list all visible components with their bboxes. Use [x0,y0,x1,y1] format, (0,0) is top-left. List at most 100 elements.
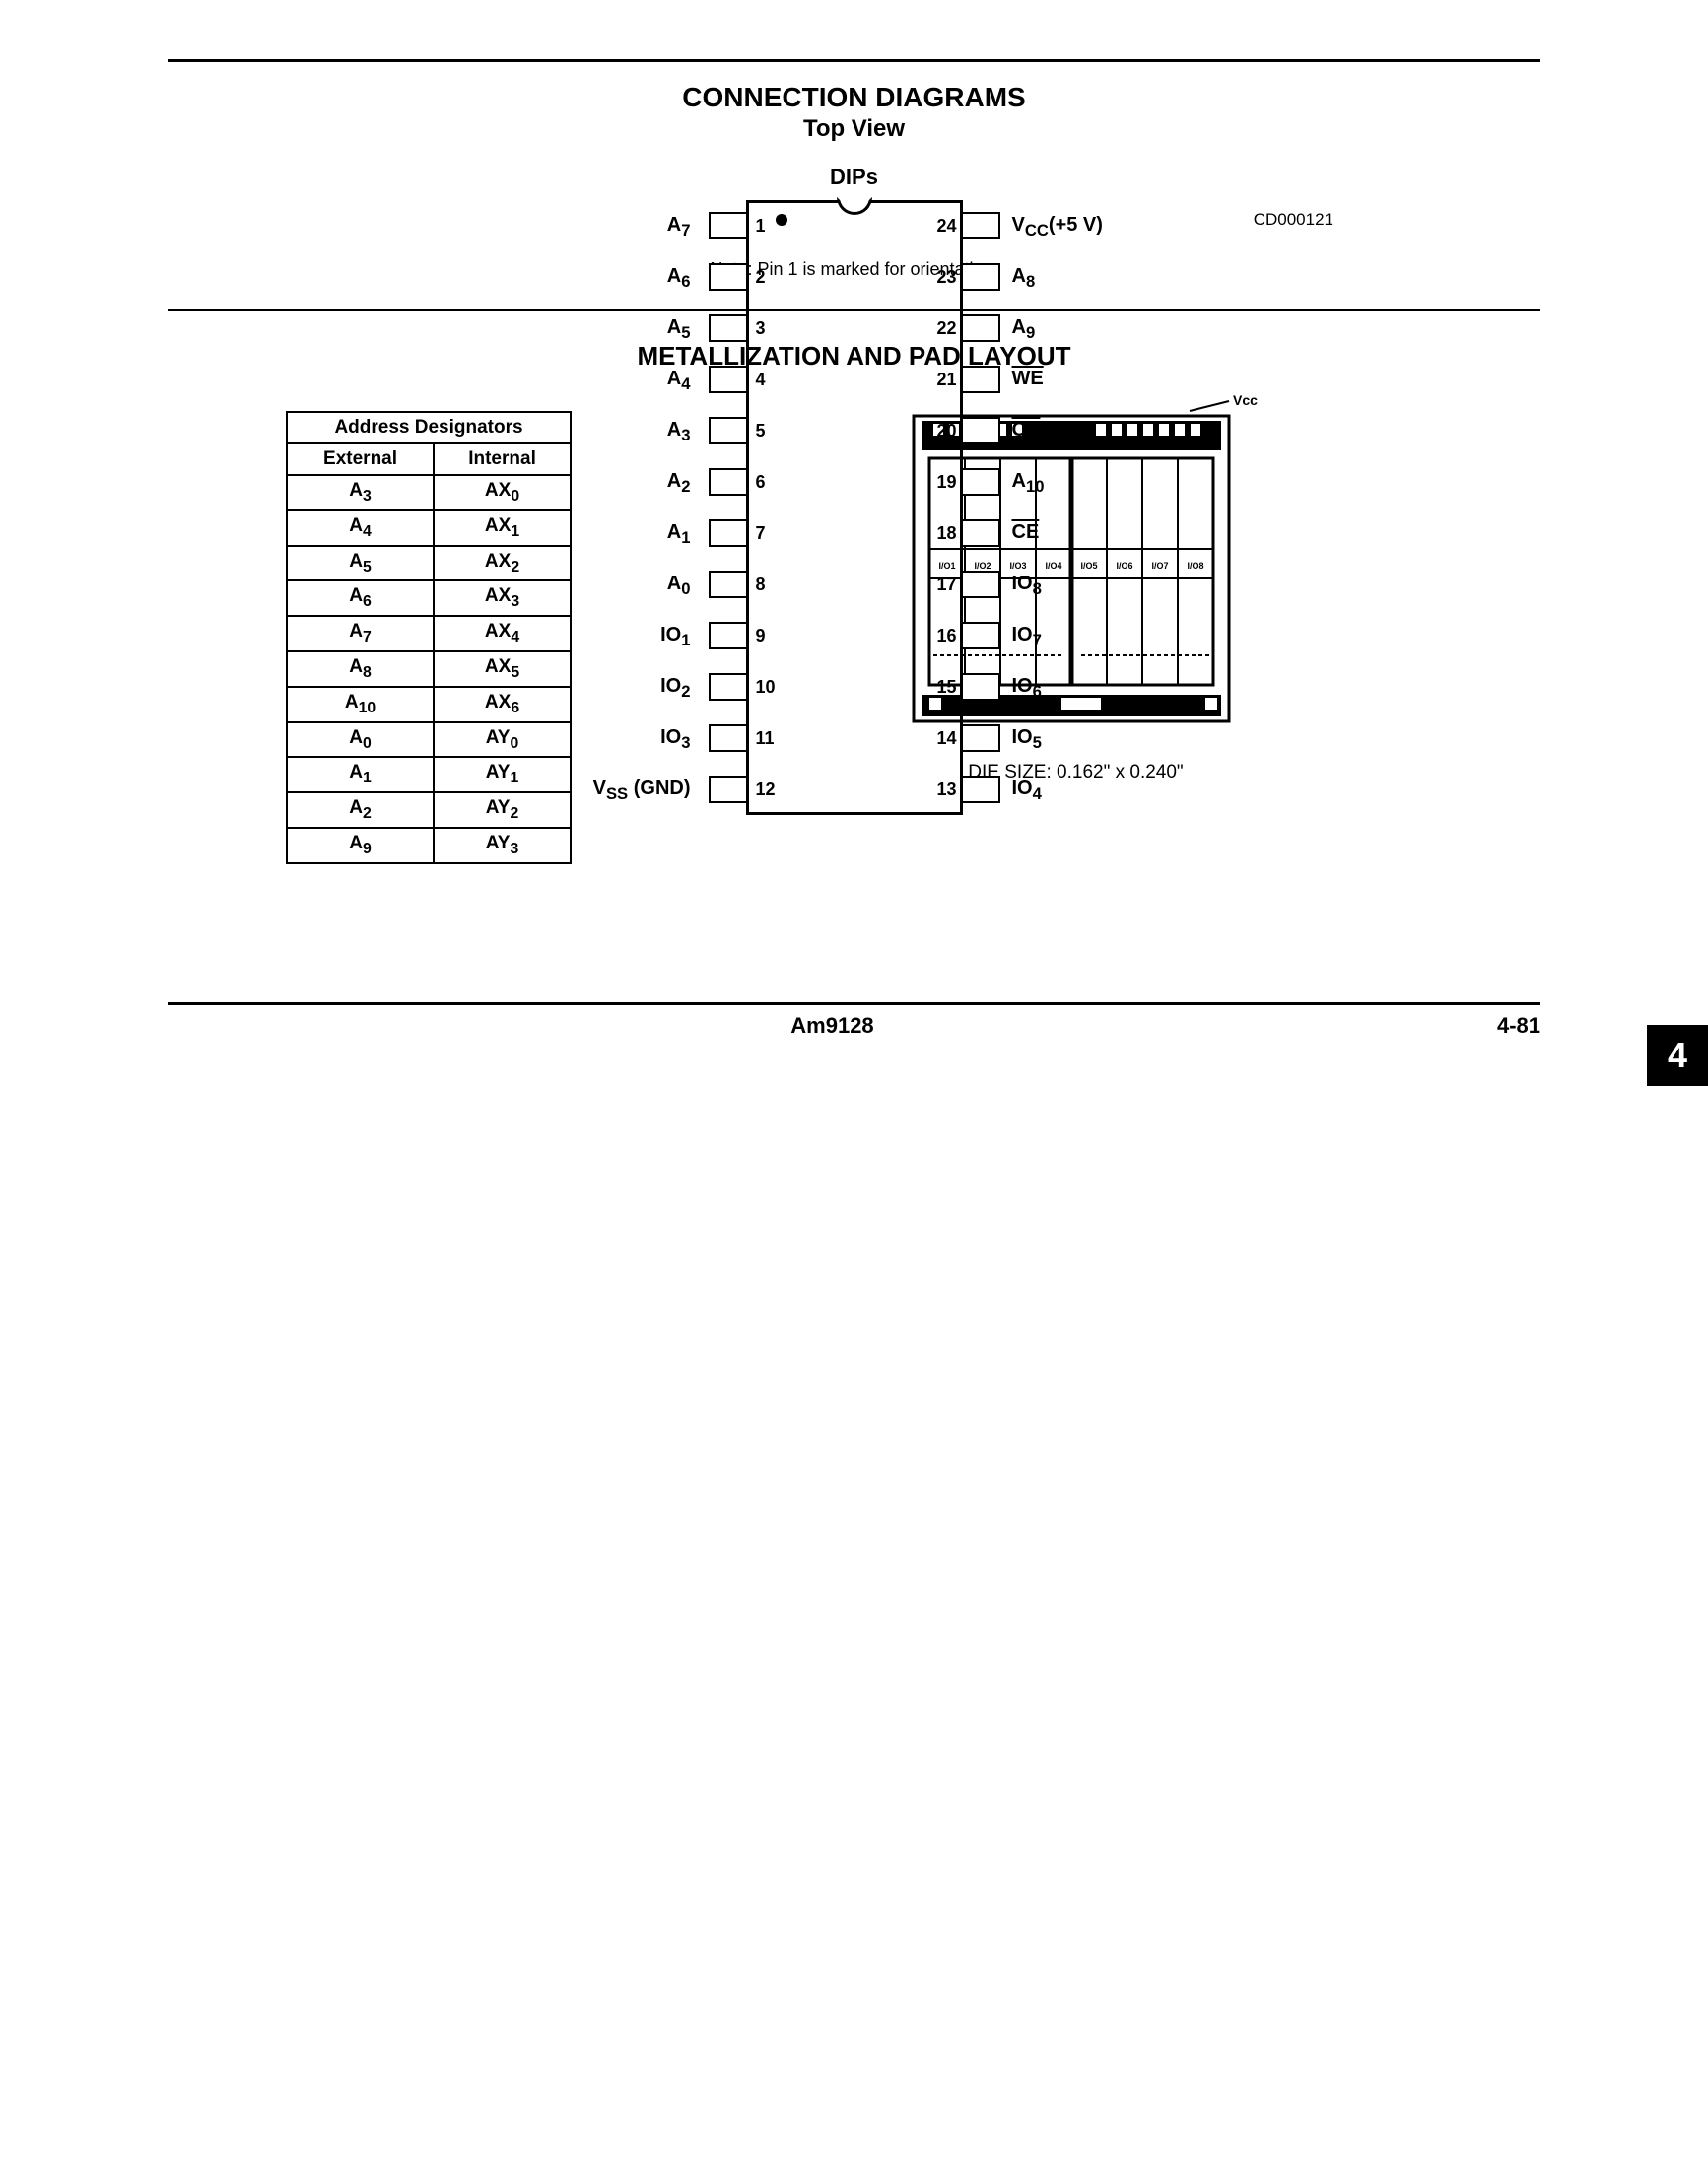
pin-number: 8 [756,575,766,595]
addr-table-wrap: Address Designators External Internal A3… [286,411,572,864]
addr-int: AY1 [434,757,571,792]
addr-ext: A5 [287,546,434,581]
footer: Am9128 4-81 [168,1002,1540,1039]
pin-label: CE [1012,521,1040,544]
addr-int: AX5 [434,651,571,687]
pin-label: A8 [1012,265,1036,292]
pin-label: A2 [667,470,691,497]
pin-right-23: 23A8 [963,263,1160,291]
pin-label: IO2 [660,675,690,702]
pin-left-7: A17 [579,519,746,547]
pin-box [709,776,746,803]
table-row: A4AX1 [287,510,571,546]
pin-box [963,212,1000,239]
pin-right-24: 24VCC(+5 V) [963,212,1160,239]
pin-box [963,776,1000,803]
pin-box [709,212,746,239]
pin-right-13: 13IO4 [963,776,1160,803]
pin-box [709,417,746,444]
addr-col-external: External [287,443,434,475]
svg-text:I/O7: I/O7 [1151,561,1168,571]
pin-box [963,263,1000,291]
pin-box [709,622,746,649]
addr-int: AX4 [434,616,571,651]
pin-label: A4 [667,368,691,394]
pin-left-3: A53 [579,314,746,342]
pin-right-16: 16IO7 [963,622,1160,649]
pin-box [709,724,746,752]
pin-label: VSS (GND) [593,778,691,804]
footer-page: 4-81 [1497,1013,1540,1039]
table-row: A9AY3 [287,828,571,863]
pin-label: IO5 [1012,726,1042,753]
pin-number: 22 [923,318,957,339]
pin-box [963,519,1000,547]
addr-ext: A8 [287,651,434,687]
addr-int: AY3 [434,828,571,863]
pin-right-21: 21WE [963,366,1160,393]
pin-number: 12 [756,779,776,800]
addr-ext: A7 [287,616,434,651]
addr-ext: A10 [287,687,434,722]
pin-label: IO3 [660,726,690,753]
title-sub: Top View [168,115,1540,143]
pin-label: IO4 [1012,778,1042,804]
svg-text:I/O3: I/O3 [1009,561,1026,571]
pin-label: WE [1012,368,1044,390]
table-row: A1AY1 [287,757,571,792]
table-row: A7AX4 [287,616,571,651]
table-row: A2AY2 [287,792,571,828]
pin-number: 24 [923,216,957,237]
svg-text:I/O6: I/O6 [1116,561,1132,571]
pin-right-20: 20OE [963,417,1160,444]
pin-number: 10 [756,677,776,698]
pin-label: OE [1012,419,1041,441]
pin-label: A3 [667,419,691,445]
pin-left-8: A08 [579,571,746,598]
addr-table-title: Address Designators [287,412,571,443]
pin-label: A9 [1012,316,1036,343]
pin-box [963,468,1000,496]
svg-text:I/O4: I/O4 [1045,561,1061,571]
pin-label: IO7 [1012,624,1042,650]
addr-int: AX2 [434,546,571,581]
pin-label: A7 [667,214,691,240]
addr-ext: A0 [287,722,434,758]
footer-part: Am9128 [168,1013,1497,1039]
pin-number: 2 [756,267,766,288]
pin-box [963,673,1000,701]
pin-number: 4 [756,370,766,390]
pin-box [709,673,746,701]
pin-number: 18 [923,523,957,544]
pin-right-22: 22A9 [963,314,1160,342]
pin-number: 7 [756,523,766,544]
pin-box [709,519,746,547]
table-row: A5AX2 [287,546,571,581]
pin-number: 17 [923,575,957,595]
pin-box [709,571,746,598]
pin-left-6: A26 [579,468,746,496]
top-rule [168,59,1540,62]
pin-box [709,314,746,342]
pin-box [963,314,1000,342]
table-row: A10AX6 [287,687,571,722]
section-tab: 4 [1647,1025,1708,1086]
table-row: A0AY0 [287,722,571,758]
pin-label: VCC(+5 V) [1012,214,1103,240]
pin-box [963,622,1000,649]
pin-right-19: 19A10 [963,468,1160,496]
pin-left-1: A71 [579,212,746,239]
pin-label: A0 [667,573,691,599]
pin-number: 23 [923,267,957,288]
title-main: CONNECTION DIAGRAMS [168,82,1540,113]
addr-int: AX1 [434,510,571,546]
addr-col-internal: Internal [434,443,571,475]
pin-number: 15 [923,677,957,698]
pin-box [963,417,1000,444]
addr-ext: A9 [287,828,434,863]
pin-number: 20 [923,421,957,441]
pin-label: IO6 [1012,675,1042,702]
die-vcc-label: Vcc [1233,392,1258,408]
pin-number: 16 [923,626,957,646]
addr-int: AX3 [434,580,571,616]
